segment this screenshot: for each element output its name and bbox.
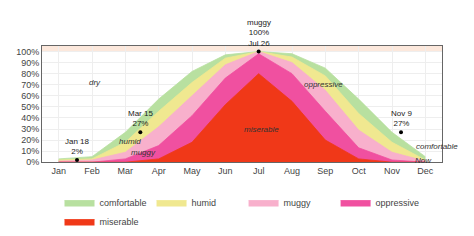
svg-text:muggy100%Jul 26: muggy100%Jul 26 — [247, 18, 271, 48]
svg-text:dry: dry — [89, 78, 101, 87]
svg-text:90%: 90% — [21, 58, 39, 68]
svg-text:50%: 50% — [21, 102, 39, 112]
svg-text:80%: 80% — [21, 69, 39, 79]
svg-text:10%: 10% — [21, 146, 39, 156]
svg-text:0%: 0% — [26, 157, 39, 167]
svg-text:comfortable: comfortable — [416, 142, 458, 151]
svg-text:60%: 60% — [21, 91, 39, 101]
svg-text:comfortable: comfortable — [100, 198, 147, 208]
svg-text:Sep: Sep — [317, 166, 333, 176]
svg-text:miserable: miserable — [244, 125, 279, 134]
svg-text:Dec: Dec — [417, 166, 434, 176]
svg-text:Mar: Mar — [118, 166, 134, 176]
svg-text:Now: Now — [415, 156, 432, 165]
svg-text:oppressive: oppressive — [376, 198, 420, 208]
svg-text:40%: 40% — [21, 113, 39, 123]
svg-text:30%: 30% — [21, 124, 39, 134]
svg-text:Jan 182%: Jan 182% — [65, 137, 90, 156]
svg-text:Jul: Jul — [253, 166, 265, 176]
svg-text:70%: 70% — [21, 80, 39, 90]
svg-text:Nov: Nov — [384, 166, 401, 176]
svg-text:May: May — [183, 166, 201, 176]
svg-text:humid: humid — [119, 137, 141, 146]
svg-text:muggy: muggy — [284, 198, 312, 208]
svg-text:Apr: Apr — [152, 166, 166, 176]
svg-text:20%: 20% — [21, 135, 39, 145]
svg-text:humid: humid — [192, 198, 217, 208]
svg-text:Feb: Feb — [84, 166, 100, 176]
svg-text:Mar 1527%: Mar 1527% — [128, 109, 153, 128]
svg-text:100%: 100% — [16, 47, 39, 57]
svg-text:Jan: Jan — [51, 166, 66, 176]
svg-text:Oct: Oct — [352, 166, 367, 176]
svg-text:Jun: Jun — [218, 166, 233, 176]
svg-text:muggy: muggy — [131, 148, 156, 157]
svg-text:Nov 927%: Nov 927% — [391, 109, 412, 128]
svg-text:Aug: Aug — [284, 166, 300, 176]
svg-text:miserable: miserable — [100, 217, 139, 227]
svg-text:oppressive: oppressive — [304, 80, 343, 89]
